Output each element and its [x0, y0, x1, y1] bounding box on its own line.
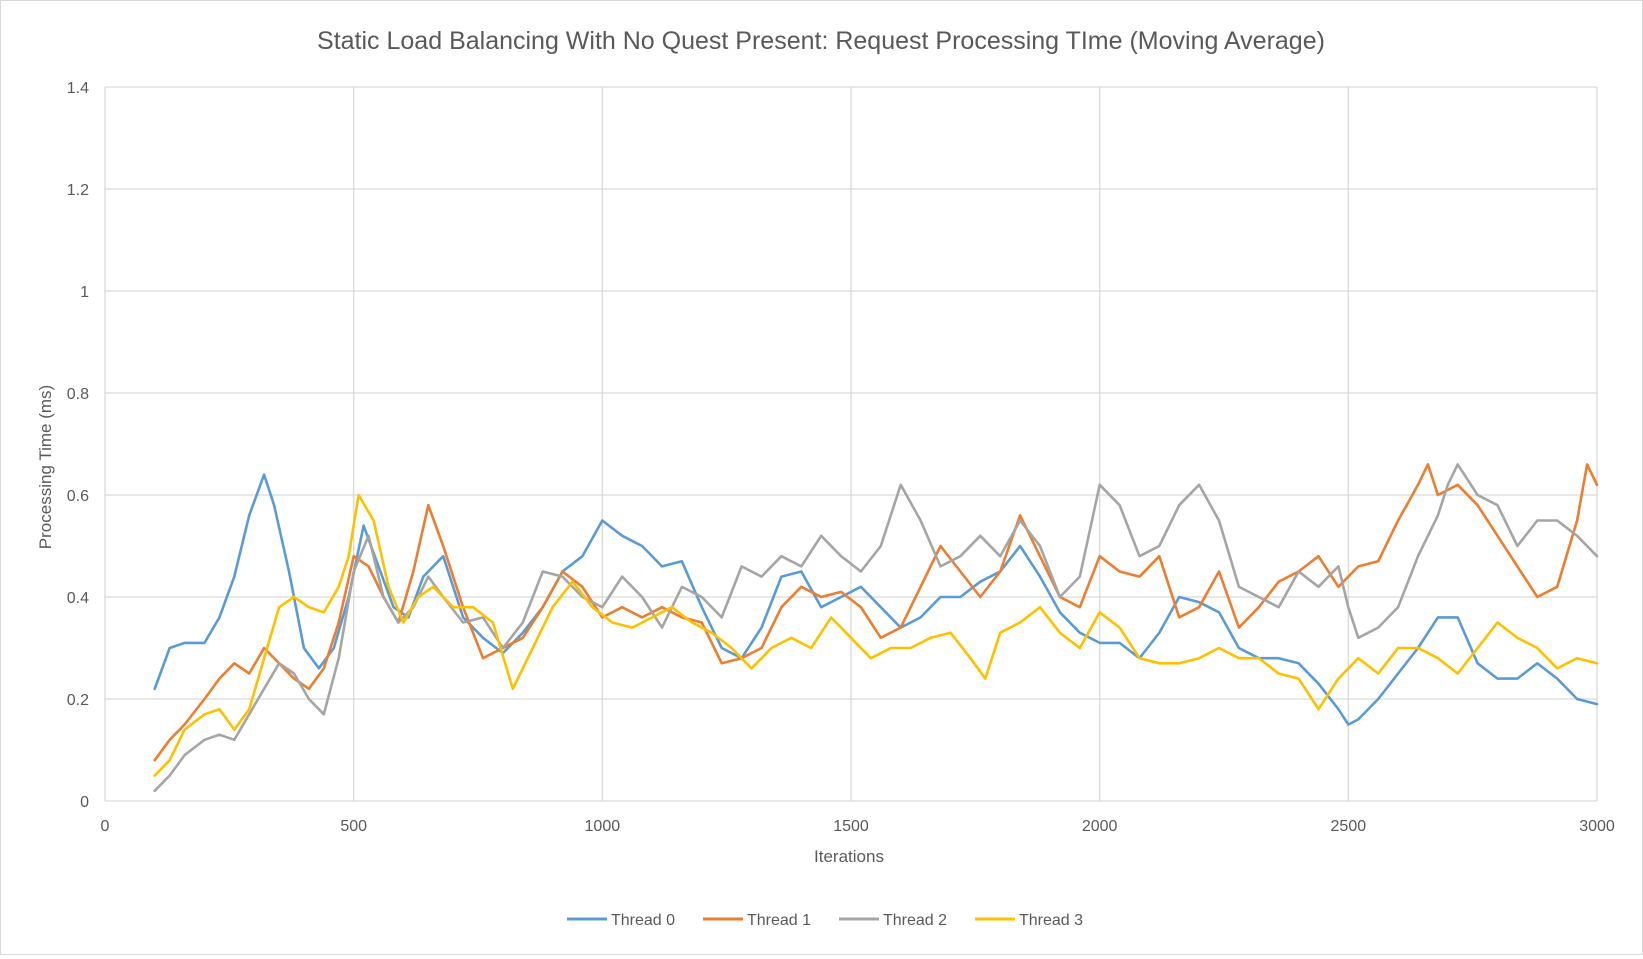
y-tick-label: 1.4	[67, 80, 89, 97]
x-tick-label: 3000	[1579, 818, 1615, 835]
x-tick-label: 1000	[585, 818, 621, 835]
legend-label: Thread 0	[611, 912, 675, 929]
y-tick-label: 1.2	[67, 182, 89, 199]
x-tick-label: 2500	[1331, 818, 1367, 835]
legend-item-thread-3: Thread 3	[975, 912, 1083, 929]
y-tick-label: 0.2	[67, 692, 89, 709]
y-tick-label: 0	[80, 794, 89, 811]
series-lines	[153, 463, 1599, 793]
y-tick-label: 0.4	[67, 590, 89, 607]
legend-item-thread-1: Thread 1	[703, 912, 811, 929]
y-axis-ticks: 0 0.2 0.4 0.6 0.8 1 1.2 1.4	[67, 80, 89, 811]
legend-label: Thread 2	[883, 912, 947, 929]
chart-title: Static Load Balancing With No Quest Pres…	[317, 27, 1325, 55]
legend-item-thread-2: Thread 2	[839, 912, 947, 929]
legend: Thread 0 Thread 1 Thread 2 Thread 3	[567, 912, 1083, 929]
gridlines	[104, 86, 1598, 802]
y-axis-label: Processing Time (ms)	[36, 385, 55, 549]
series-line-thread-2	[153, 463, 1599, 793]
x-tick-label: 0	[101, 818, 110, 835]
x-axis-ticks: 0 500 1000 1500 2000 2500 3000	[101, 818, 1615, 835]
legend-label: Thread 1	[747, 912, 811, 929]
y-tick-label: 1	[80, 284, 89, 301]
y-tick-label: 0.6	[67, 488, 89, 505]
series-line-thread-0	[153, 473, 1599, 726]
legend-item-thread-0: Thread 0	[567, 912, 675, 929]
x-tick-label: 1500	[833, 818, 869, 835]
series-line-thread-3	[153, 493, 1599, 777]
y-tick-label: 0.8	[67, 386, 89, 403]
legend-label: Thread 3	[1019, 912, 1083, 929]
x-tick-label: 500	[340, 818, 367, 835]
x-axis-label: Iterations	[814, 847, 884, 866]
x-tick-label: 2000	[1082, 818, 1118, 835]
series-line-thread-1	[153, 463, 1599, 762]
